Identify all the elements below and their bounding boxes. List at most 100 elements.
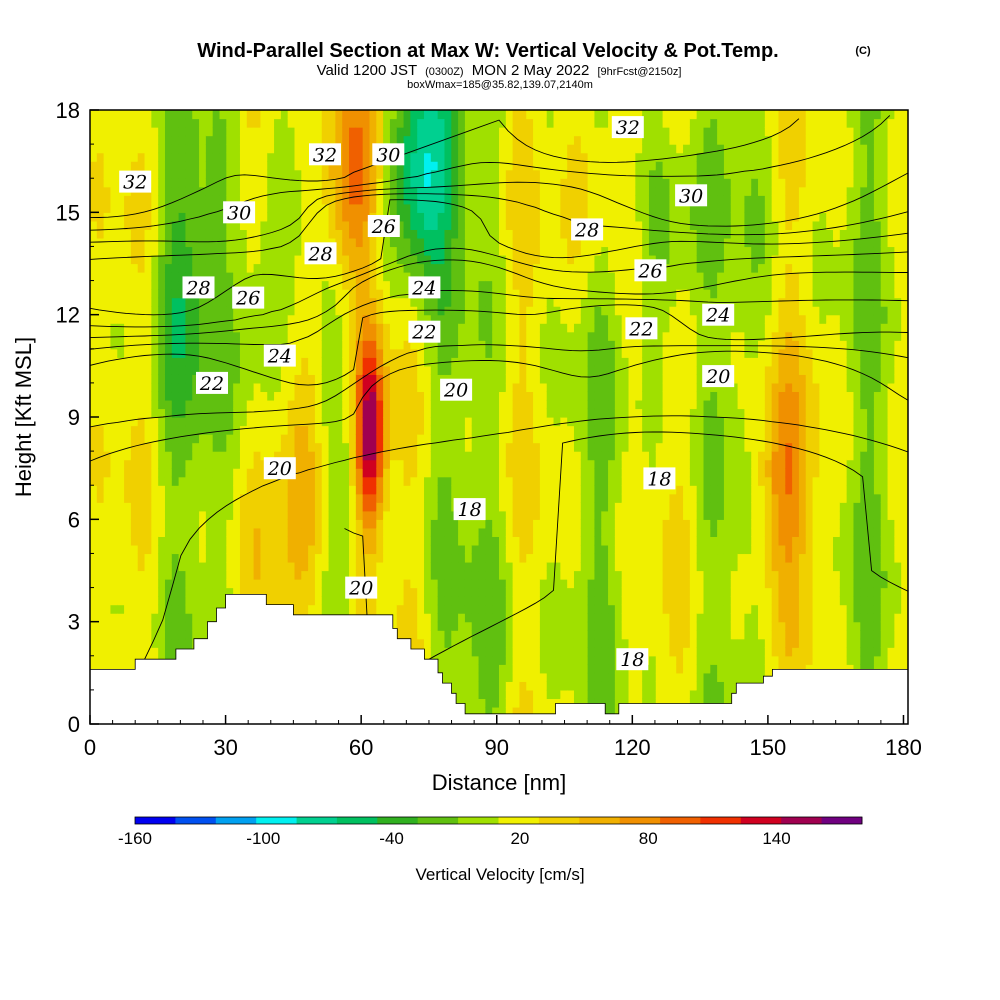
w-cell: [117, 195, 125, 205]
w-cell: [376, 110, 384, 120]
w-cell: [512, 212, 521, 222]
w-cell: [335, 434, 343, 444]
w-cell: [151, 604, 159, 614]
w-cell: [301, 459, 309, 469]
w-cell: [533, 323, 541, 333]
w-cell: [205, 246, 214, 256]
w-cell: [274, 417, 282, 427]
w-cell: [110, 459, 118, 469]
w-cell: [110, 365, 118, 375]
w-cell: [96, 510, 105, 520]
w-cell: [342, 527, 350, 537]
w-cell: [512, 630, 521, 640]
w-cell: [137, 510, 146, 520]
w-cell: [267, 152, 275, 162]
w-cell: [287, 417, 296, 427]
w-cell: [546, 391, 555, 401]
w-cell: [192, 604, 200, 614]
w-cell: [301, 536, 309, 546]
w-cell: [512, 689, 521, 700]
w-cell: [546, 314, 555, 324]
w-cell: [430, 451, 439, 461]
w-cell: [383, 587, 391, 597]
w-cell: [403, 510, 411, 520]
w-cell: [342, 306, 350, 316]
w-cell: [430, 237, 439, 248]
w-cell: [342, 570, 350, 580]
w-cell: [478, 570, 486, 580]
w-cell: [458, 314, 466, 324]
w-cell: [239, 161, 248, 171]
w-cell: [403, 280, 411, 290]
w-cell: [403, 468, 411, 478]
w-cell: [485, 220, 493, 230]
w-cell: [437, 289, 446, 299]
w-cell: [492, 681, 500, 691]
w-cell: [505, 493, 514, 503]
w-cell: [96, 638, 105, 648]
w-cell: [151, 476, 159, 486]
w-cell: [185, 451, 193, 461]
w-cell: [430, 186, 439, 196]
w-cell: [492, 596, 500, 606]
w-cell: [137, 246, 146, 256]
w-cell: [314, 365, 323, 375]
w-cell: [471, 178, 480, 188]
w-cell: [158, 280, 166, 290]
w-cell: [396, 323, 405, 333]
w-cell: [383, 306, 391, 316]
w-cell: [253, 561, 262, 572]
w-cell: [314, 297, 323, 307]
w-cell: [512, 570, 521, 580]
w-cell: [471, 135, 480, 145]
w-cell: [355, 425, 364, 435]
w-cell: [171, 579, 180, 589]
w-cell: [239, 510, 248, 520]
w-cell: [376, 135, 384, 145]
w-cell: [274, 220, 282, 230]
w-cell: [519, 698, 527, 708]
w-cell: [505, 638, 514, 648]
w-cell: [96, 536, 105, 546]
w-cell: [396, 459, 405, 469]
w-cell: [539, 527, 548, 537]
w-cell: [376, 459, 384, 469]
w-cell: [533, 681, 541, 691]
w-cell: [499, 110, 507, 120]
w-cell: [417, 596, 425, 606]
w-cell: [342, 417, 350, 427]
w-cell: [362, 510, 371, 520]
w-cell: [144, 374, 152, 384]
w-cell: [369, 374, 377, 384]
w-cell: [437, 664, 446, 674]
w-cell: [233, 510, 241, 520]
w-cell: [192, 613, 200, 623]
w-cell: [519, 587, 527, 597]
w-cell: [185, 220, 193, 230]
w-cell: [164, 468, 173, 478]
w-cell: [499, 502, 507, 512]
w-cell: [212, 391, 221, 401]
w-cell: [274, 596, 282, 606]
w-cell: [478, 587, 486, 597]
w-cell: [362, 399, 371, 410]
w-cell: [185, 348, 193, 358]
w-cell: [144, 493, 152, 503]
w-cell: [533, 280, 541, 290]
w-cell: [512, 263, 521, 273]
w-cell: [171, 536, 180, 546]
w-cell: [314, 468, 323, 478]
w-cell: [212, 536, 221, 546]
w-cell: [137, 306, 146, 316]
w-cell: [362, 127, 371, 137]
w-cell: [124, 442, 132, 452]
w-cell: [362, 451, 371, 461]
w-cell: [342, 519, 350, 529]
w-cell: [369, 493, 377, 503]
w-cell: [158, 374, 166, 384]
w-cell: [335, 314, 343, 324]
w-cell: [396, 289, 405, 299]
w-cell: [314, 374, 323, 384]
w-cell: [546, 596, 555, 606]
w-cell: [383, 544, 391, 555]
